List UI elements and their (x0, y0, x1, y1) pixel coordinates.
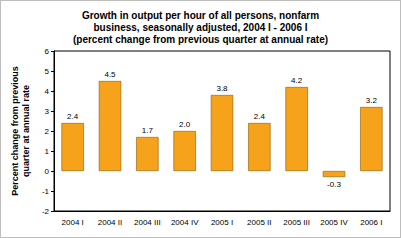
svg-text:0: 0 (45, 167, 50, 176)
svg-text:2004 II: 2004 II (98, 218, 122, 227)
svg-text:3.2: 3.2 (366, 96, 378, 105)
svg-text:-0.3: -0.3 (327, 180, 341, 189)
svg-text:2.4: 2.4 (67, 112, 79, 121)
svg-text:4: 4 (45, 87, 50, 96)
svg-text:Percent change from previous: Percent change from previous (10, 66, 20, 196)
svg-text:Growth in output per hour of a: Growth in output per hour of all persons… (82, 10, 319, 21)
svg-text:1.7: 1.7 (142, 126, 154, 135)
svg-text:1: 1 (45, 147, 50, 156)
svg-text:3: 3 (45, 107, 50, 116)
svg-text:2004 I: 2004 I (62, 218, 84, 227)
svg-text:business, seasonally adjusted,: business, seasonally adjusted, 2004 I - … (94, 22, 308, 33)
svg-text:2.4: 2.4 (254, 112, 266, 121)
svg-text:3.8: 3.8 (216, 84, 228, 93)
svg-text:6: 6 (45, 47, 50, 56)
svg-text:2005 II: 2005 II (247, 218, 271, 227)
svg-text:quarter at annual rate: quarter at annual rate (21, 85, 31, 177)
svg-text:(percent change from previous: (percent change from previous quarter at… (73, 34, 328, 45)
svg-text:2004 III: 2004 III (134, 218, 161, 227)
svg-text:5: 5 (45, 67, 50, 76)
svg-text:2: 2 (45, 127, 50, 136)
svg-text:4.5: 4.5 (104, 70, 116, 79)
svg-text:2005 I: 2005 I (211, 218, 233, 227)
svg-text:2005 III: 2005 III (283, 218, 310, 227)
svg-text:-2: -2 (42, 207, 50, 216)
svg-text:2006 I: 2006 I (360, 218, 382, 227)
svg-text:-1: -1 (42, 187, 50, 196)
svg-text:2005 IV: 2005 IV (320, 218, 348, 227)
svg-text:4.2: 4.2 (291, 76, 303, 85)
svg-text:2004 IV: 2004 IV (171, 218, 199, 227)
svg-text:2.0: 2.0 (179, 120, 191, 129)
